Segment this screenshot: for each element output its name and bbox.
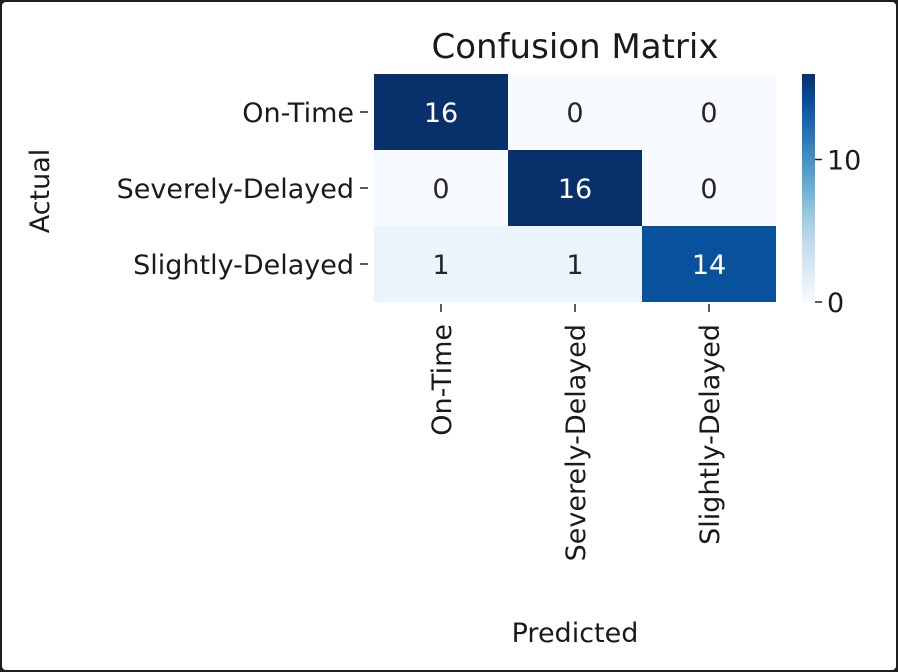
cell-value-label: 0 (566, 98, 583, 129)
y-axis-label: Actual (25, 149, 56, 234)
cell-value-label: 0 (700, 98, 717, 129)
heatmap-cell (508, 150, 642, 226)
heatmap-cell (642, 226, 776, 302)
cell-value-label: 16 (558, 174, 592, 205)
cell-value-label: 14 (692, 250, 726, 281)
colorbar-tick-label: 0 (827, 288, 844, 319)
x-axis-ticks: On-Time Severely-Delayed Slightly-Delayed (427, 304, 726, 561)
heatmap-cell (374, 150, 508, 226)
y-tick-label: Slightly-Delayed (133, 250, 354, 281)
colorbar: 0 10 (802, 74, 861, 319)
heatmap-cell (508, 74, 642, 150)
heatmap-cell (508, 226, 642, 302)
chart-title: Confusion Matrix (432, 27, 719, 67)
x-tick-label: Severely-Delayed (561, 324, 592, 561)
x-axis-label: Predicted (512, 618, 639, 649)
y-tick-label: On-Time (242, 98, 354, 129)
y-tick-label: Severely-Delayed (117, 174, 354, 205)
x-tick-label: Slightly-Delayed (695, 324, 726, 545)
cell-value-label: 0 (700, 174, 717, 205)
heatmap-cell (374, 74, 508, 150)
colorbar-tick-label: 10 (827, 146, 861, 177)
cell-value-label: 1 (566, 250, 583, 281)
heatmap-cell (642, 74, 776, 150)
heatmap-cell (642, 150, 776, 226)
cell-value-label: 0 (432, 174, 449, 205)
heatmap-cells: 16 0 0 0 16 0 1 1 14 (374, 74, 776, 302)
cell-value-label: 16 (424, 98, 458, 129)
cell-value-label: 1 (432, 250, 449, 281)
x-tick-label: On-Time (427, 324, 458, 436)
y-axis-ticks: On-Time Severely-Delayed Slightly-Delayed (117, 98, 368, 281)
heatmap-cell (374, 226, 508, 302)
colorbar-gradient (802, 74, 815, 302)
